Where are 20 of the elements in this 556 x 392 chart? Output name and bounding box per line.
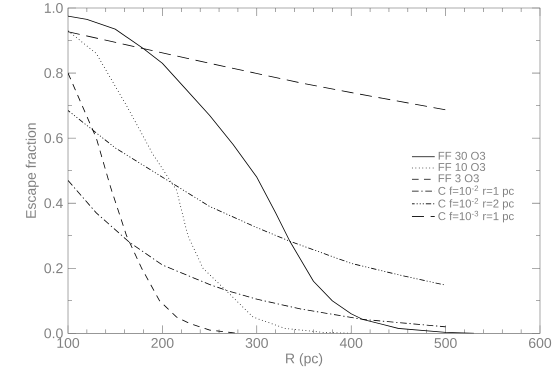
legend-label: FF 10 O3: [438, 163, 486, 172]
y-tick-label: 0.4: [44, 198, 63, 208]
y-axis-title: Escape fraction: [26, 123, 39, 218]
x-tick-label: 300: [246, 338, 268, 348]
legend-label: C f=10$^{-2}$ r=1 pc: [438, 186, 514, 198]
x-tick-label: 200: [151, 338, 174, 348]
x-tick-label: 100: [57, 338, 80, 348]
x-tick-label: 600: [529, 338, 552, 348]
legend-label: FF 30 O3: [438, 152, 486, 160]
x-tick-label: 500: [434, 338, 457, 348]
x-tick-label: 400: [340, 338, 362, 348]
y-tick-label: 1.0: [44, 3, 63, 13]
y-tick-label: 0.6: [44, 133, 63, 144]
legend-label: FF 3 O3: [438, 174, 479, 182]
legend-label: C f=10$^{-3}$ r=1 pc: [438, 210, 514, 222]
y-tick-label: 0.2: [44, 263, 63, 274]
legend-label: C f=10$^{-2}$ r=2 pc: [438, 198, 514, 210]
y-tick-label: 0.8: [44, 68, 63, 78]
x-axis-title: R (pc): [286, 353, 322, 366]
y-tick-label: 0.0: [44, 328, 63, 338]
